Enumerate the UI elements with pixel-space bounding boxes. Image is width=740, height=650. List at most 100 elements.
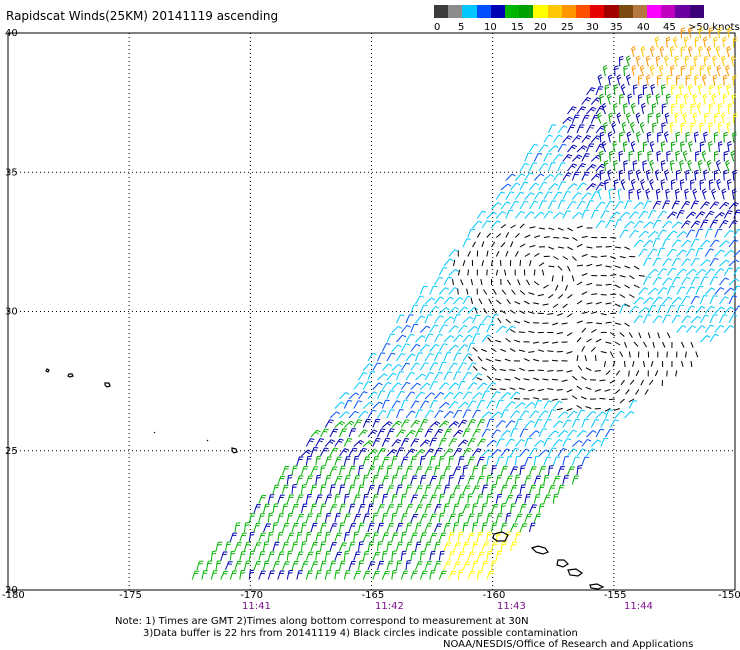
wind-barb [586,322,593,324]
wind-barb [348,560,356,571]
wind-barb [690,316,702,324]
wind-barb [533,211,545,219]
wind-barb [709,239,720,248]
wind-barb [681,239,692,248]
wind-barb [624,200,633,210]
wind-barb [679,179,685,191]
wind-barb [708,140,713,153]
wind-barb [639,121,645,134]
wind-barb [661,122,666,134]
wind-barb [533,513,542,523]
wind-barb [191,570,200,580]
wind-barb [603,121,609,134]
wind-barb [709,219,719,229]
wind-barb [400,325,411,333]
wind-barb [612,140,618,153]
wind-barb [396,447,405,457]
wind-barb [353,439,365,447]
wind-barb [722,74,728,86]
wind-barb [472,522,478,533]
wind-barb [410,323,419,333]
wind-barb [457,325,468,333]
wind-barb [700,239,711,248]
wind-barb [457,380,466,390]
wind-barb [731,93,737,105]
wind-barb [500,183,512,191]
wind-barb [472,365,478,371]
wind-barb [443,410,454,419]
wind-barb [506,298,511,305]
wind-barb [571,114,580,124]
wind-barb [728,314,738,324]
wind-barb [386,428,395,438]
wind-barb [616,112,622,124]
wind-barb [267,512,274,523]
wind-barb [567,227,574,232]
wind-barb [301,522,307,533]
wind-barb [457,269,461,276]
wind-barb [443,428,452,438]
wind-barb [481,411,493,419]
wind-barb [620,379,625,386]
wind-barb [730,150,736,162]
wind-barb [372,570,380,580]
latitude-label: 20 [5,585,18,596]
wind-barb [424,392,436,400]
wind-barb [301,503,308,514]
wind-barb [315,494,323,504]
wind-barb [481,348,487,352]
wind-barb [562,419,572,428]
wind-barb [448,382,459,390]
wind-barb [605,283,612,286]
wind-barb [595,182,605,191]
wind-barb [438,437,447,447]
wind-barb [429,344,440,352]
wind-barb [590,439,602,447]
wind-barb [700,295,708,305]
wind-barb [607,74,613,86]
wind-barb [491,260,493,267]
wind-barb [415,541,422,552]
wind-barb [415,428,424,438]
wind-barb [253,561,262,571]
wind-barb [381,493,388,504]
wind-barb [699,141,705,153]
wind-barb [623,65,628,77]
wind-barb [548,145,559,153]
wind-barb [415,315,426,324]
wind-barb [640,379,644,386]
wind-barb [324,475,332,485]
wind-barb [529,200,539,210]
wind-barb [206,560,213,571]
wind-barb [567,313,573,318]
wind-barb [647,304,657,314]
wind-barb [320,447,329,457]
wind-barb [638,332,642,339]
wind-barb [272,561,281,571]
wind-barb [405,448,416,457]
wind-barb [690,103,695,115]
wind-barb [723,169,728,181]
wind-barb [652,257,662,267]
wind-barb [514,320,521,324]
wind-barb [630,140,636,153]
wind-barb [695,306,706,314]
wind-barb [625,112,631,124]
wind-barb [728,259,740,267]
wind-barb [277,513,284,523]
wind-barb [343,493,350,504]
wind-barb [301,561,309,571]
wind-barb [566,370,573,373]
wind-barb [690,238,700,248]
wind-barb [657,332,660,339]
wind-barb [723,267,733,276]
wind-barb [727,27,732,39]
wind-barb [486,211,497,219]
wind-barb [695,268,706,276]
wind-barb [505,456,513,466]
wind-barb [305,570,313,580]
wind-barb [581,253,588,257]
wind-barb [538,181,548,191]
wind-barb [438,475,446,485]
wind-barb [472,503,478,514]
